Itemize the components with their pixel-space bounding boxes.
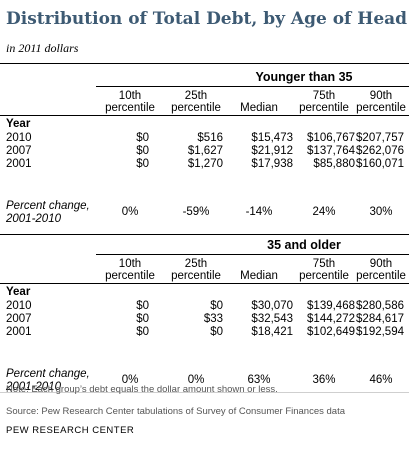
table-cell: $17,938 xyxy=(251,158,293,170)
column-header: 25th xyxy=(184,258,208,270)
column-header: 10th xyxy=(118,258,142,270)
percent-change-value: 0% xyxy=(121,374,139,386)
footer-divider xyxy=(0,392,409,393)
table-cell: $32,543 xyxy=(251,313,293,325)
table-cell: $1,270 xyxy=(187,158,223,170)
credit-text: PEW RESEARCH CENTER xyxy=(6,425,135,436)
table-cell: $85,880 xyxy=(313,158,355,170)
top-rule xyxy=(0,63,409,64)
column-header: 75th xyxy=(312,90,336,102)
column-header: percentile xyxy=(171,270,221,282)
table-cell: $192,594 xyxy=(356,326,404,338)
group-title-rule xyxy=(96,254,409,255)
chart-title: Distribution of Total Debt, by Age of He… xyxy=(6,9,408,29)
table-cell: $160,071 xyxy=(356,158,404,170)
percent-change-value: 0% xyxy=(121,206,139,218)
percent-change-label: 2001-2010 xyxy=(6,213,61,225)
column-header: 25th xyxy=(184,90,208,102)
table-cell: $137,764 xyxy=(307,145,355,157)
table-cell: $284,617 xyxy=(356,313,404,325)
column-header: percentile xyxy=(105,102,155,114)
column-header: Median xyxy=(240,102,278,114)
table-cell: $207,757 xyxy=(356,132,404,144)
chart-subtitle: in 2011 dollars xyxy=(6,41,79,55)
table-cell: $1,627 xyxy=(187,145,223,157)
column-header: 75th xyxy=(312,258,336,270)
group-separator-rule xyxy=(0,234,409,235)
table-cell: $0 xyxy=(136,158,149,170)
table-cell: $30,070 xyxy=(251,300,293,312)
group-title-text: Younger than 35 xyxy=(255,70,353,84)
year-label: 2007 xyxy=(6,145,32,157)
row-header-year: Year xyxy=(6,286,31,298)
table-cell: $0 xyxy=(210,326,223,338)
percent-change-value: -14% xyxy=(245,206,273,218)
year-label: 2010 xyxy=(6,132,32,144)
table-cell: $102,649 xyxy=(307,326,355,338)
header-rule xyxy=(0,115,409,116)
group-title-text: 35 and older xyxy=(267,238,341,252)
percent-change-value: 36% xyxy=(312,374,336,386)
column-header: 10th xyxy=(118,90,142,102)
table-cell: $0 xyxy=(136,145,149,157)
column-header: 90th xyxy=(369,90,393,102)
table-cell: $0 xyxy=(136,326,149,338)
column-header: Median xyxy=(240,270,278,282)
row-header-year: Year xyxy=(6,118,31,130)
table-cell: $262,076 xyxy=(356,145,404,157)
note-text: Note: Each group’s debt equals the dolla… xyxy=(6,384,278,395)
column-header: percentile xyxy=(356,270,406,282)
table-cell: $280,586 xyxy=(356,300,404,312)
percent-change-value: -59% xyxy=(182,206,210,218)
table-cell: $139,468 xyxy=(307,300,355,312)
year-label: 2007 xyxy=(6,313,32,325)
table-cell: $0 xyxy=(136,313,149,325)
table-cell: $33 xyxy=(203,313,223,325)
column-header: percentile xyxy=(356,102,406,114)
column-header: percentile xyxy=(299,270,349,282)
table-cell: $15,473 xyxy=(251,132,293,144)
table-cell: $21,912 xyxy=(251,145,293,157)
column-header: 90th xyxy=(369,258,393,270)
percent-change-value: 63% xyxy=(247,374,271,386)
source-text: Source: Pew Research Center tabulations … xyxy=(6,406,346,417)
percent-change-label: Percent change, xyxy=(6,368,90,380)
percent-change-label: Percent change, xyxy=(6,200,90,212)
year-label: 2010 xyxy=(6,300,32,312)
table-cell: $106,767 xyxy=(307,132,355,144)
table-cell: $18,421 xyxy=(251,326,293,338)
table-cell: $516 xyxy=(197,132,223,144)
year-label: 2001 xyxy=(6,326,32,338)
column-header: percentile xyxy=(171,102,221,114)
table-cell: $0 xyxy=(136,132,149,144)
header-rule xyxy=(0,283,409,284)
year-label: 2001 xyxy=(6,158,32,170)
percent-change-value: 46% xyxy=(369,374,393,386)
percent-change-value: 24% xyxy=(312,206,336,218)
table-cell: $0 xyxy=(210,300,223,312)
table-cell: $0 xyxy=(136,300,149,312)
column-header: percentile xyxy=(299,102,349,114)
column-header: percentile xyxy=(105,270,155,282)
percent-change-value: 30% xyxy=(369,206,393,218)
percent-change-label: 2001-2010 xyxy=(6,381,61,393)
group-title-rule xyxy=(96,86,409,87)
table-cell: $144,272 xyxy=(307,313,355,325)
percent-change-value: 0% xyxy=(187,374,205,386)
